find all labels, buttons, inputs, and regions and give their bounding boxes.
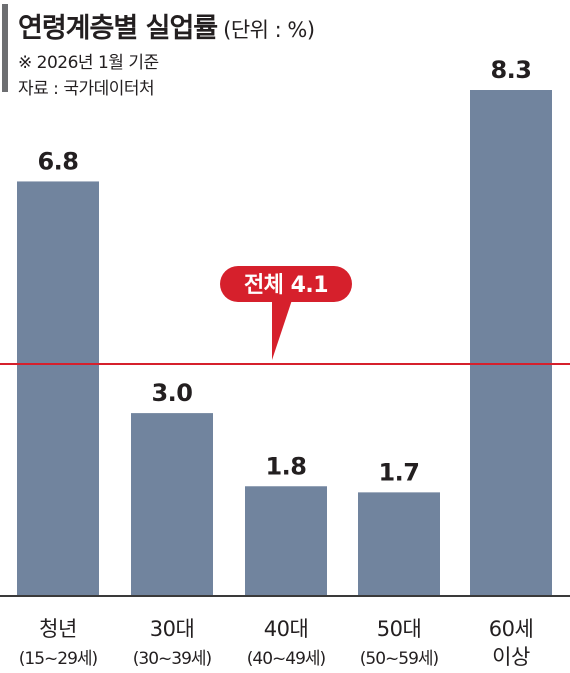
bar-value-label-0: 6.8	[37, 147, 78, 175]
category-sublabel-1: (30~39세)	[133, 649, 212, 669]
bar-value-label-3: 1.7	[378, 458, 419, 486]
category-sublabel-3: (50~59세)	[360, 649, 439, 669]
category-label-2: 40대	[264, 617, 309, 641]
category-sublabel-4: 이상	[492, 645, 530, 669]
bar-value-label-4: 8.3	[490, 56, 531, 84]
category-label-1: 30대	[150, 617, 195, 641]
bar-1	[131, 413, 213, 596]
category-sublabel-2: (40~49세)	[247, 649, 326, 669]
category-label-0: 청년	[39, 617, 77, 641]
bar-3	[358, 492, 440, 596]
category-label-4: 60세	[489, 617, 534, 641]
overall-callout-label: 전체 4.1	[244, 273, 328, 298]
category-sublabel-0: (15~29세)	[19, 649, 98, 669]
source-note: 자료 : 국가데이터처	[18, 79, 155, 99]
bar-2	[245, 486, 327, 596]
bar-value-label-2: 1.8	[265, 452, 306, 480]
category-label-3: 50대	[377, 617, 422, 641]
basis-note: ※ 2026년 1월 기준	[18, 53, 159, 73]
overall-callout-box	[220, 266, 352, 302]
unit-label: (단위 : %)	[223, 18, 315, 42]
bar-value-label-1: 3.0	[151, 379, 192, 407]
chart-header: 연령계층별 실업률 (단위 : %)	[18, 6, 315, 45]
overall-callout-pointer	[272, 300, 292, 361]
header-accent-bar	[2, 4, 8, 92]
bar-4	[470, 90, 552, 596]
chart-title: 연령계층별 실업률	[18, 13, 218, 44]
bar-0	[17, 181, 99, 596]
